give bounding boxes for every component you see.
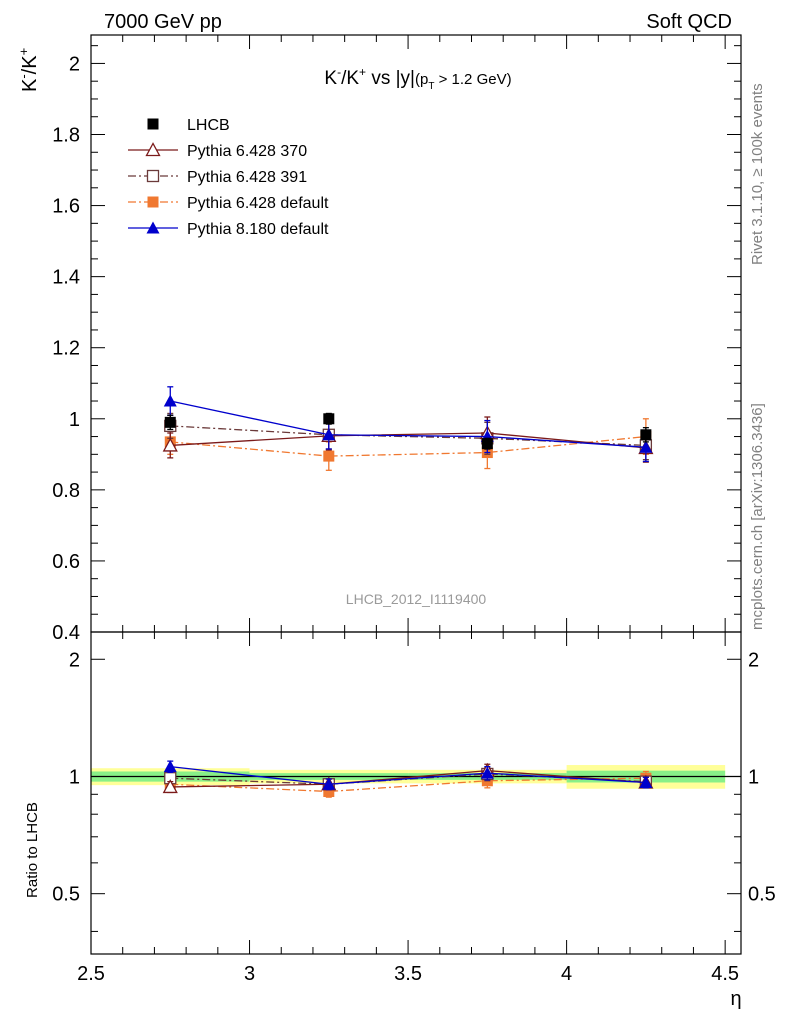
legend-label-p6def: Pythia 6.428 default [187, 195, 329, 212]
data-point-lhcb [164, 416, 176, 428]
y-tick-label: 2 [69, 53, 80, 75]
data-point-p8def [639, 440, 653, 453]
ratio-series-p8def [163, 760, 653, 791]
data-point-lhcb [481, 438, 493, 450]
x-tick-label: 4.5 [711, 963, 739, 985]
ratio-y-axis-label: Ratio to LHCB [24, 802, 41, 898]
y-tick-label: 1.6 [52, 196, 80, 218]
header-right-label: Soft QCD [646, 11, 732, 33]
legend-marker-p391 [146, 169, 160, 183]
ratio-panel: 2.5 3 3.5 4 4.5 0.5 0.5 1 1 2 2 Ratio to LHCB η [24, 631, 776, 1010]
legend-label-p370: Pythia 6.428 370 [187, 143, 307, 160]
header-left-label: 7000 GeV pp [104, 11, 222, 33]
ratio-point-p8def [322, 777, 336, 790]
legend-marker-p370 [145, 142, 161, 157]
legend-item-p391: Pythia 6.428 391 [128, 169, 307, 186]
x-tick-label: 2.5 [77, 963, 105, 985]
ratio-point-p6def [323, 785, 335, 797]
main-axis-ticks: 0.4 0.6 0.8 1 1.2 1.4 1.6 1.8 2 [52, 35, 741, 644]
legend: LHCB Pythia 6.428 370 Pythia 6.428 391 Pyth… [128, 117, 329, 238]
y-tick-label: 1.8 [52, 125, 80, 147]
y-tick-label: 1.2 [52, 338, 80, 360]
ratio-line-p6def [170, 777, 646, 793]
ratio-y-tick-label-right: 2 [748, 649, 759, 671]
data-point-p8def [322, 428, 336, 441]
legend-label-p391: Pythia 6.428 391 [187, 169, 307, 186]
y-tick-label: 0.6 [52, 551, 80, 573]
legend-item-p8def: Pythia 8.180 default [128, 221, 329, 238]
ratio-y-tick-label: 2 [69, 649, 80, 671]
chart-title: K-/K+ vs |y|(pT > 1.2 GeV) [324, 65, 511, 92]
data-point-p370 [162, 437, 178, 452]
x-tick-label: 3.5 [394, 963, 422, 985]
ratio-line-p8def [170, 765, 646, 785]
series-lhcb [164, 412, 652, 450]
x-axis-label: η [730, 988, 741, 1010]
legend-marker-lhcb [147, 118, 159, 130]
main-panel: 0.4 0.6 0.8 1 1.2 1.4 1.6 1.8 2 K-/K+ vs |y|(pT … [16, 34, 742, 644]
data-point-lhcb [323, 413, 335, 425]
series-p8def [163, 386, 653, 463]
x-tick-label: 4 [561, 963, 572, 985]
y-tick-label: 1 [69, 409, 80, 431]
legend-item-p6def: Pythia 6.428 default [128, 195, 329, 212]
ratio-y-tick-label-right: 1 [748, 766, 759, 788]
ratio-axis-ticks: 2.5 3 3.5 4 4.5 0.5 0.5 1 1 2 2 [52, 632, 776, 985]
side-label-rivet: Rivet 3.1.10, ≥ 100k events [749, 83, 766, 265]
data-point-p8def [163, 394, 177, 407]
series-line-p370 [170, 432, 646, 449]
legend-label-lhcb: LHCB [187, 117, 230, 134]
series-line-p6def [170, 435, 646, 457]
y-tick-label: 0.8 [52, 480, 80, 502]
ratio-series-layer [162, 760, 654, 798]
ratio-line-p370 [170, 770, 646, 788]
series-p6def [164, 418, 652, 471]
y-tick-label: 0.4 [52, 622, 80, 644]
ratio-point-p8def [163, 760, 177, 773]
ratio-point-p370 [162, 779, 178, 794]
series-p391 [164, 412, 653, 461]
side-label-mcplots: mcplots.cern.ch [arXiv:1306.3436] [749, 403, 766, 630]
ratio-y-tick-label: 1 [69, 766, 80, 788]
analysis-watermark: LHCB_2012_I1119400 [346, 591, 487, 607]
series-p370 [162, 416, 654, 463]
x-tick-label: 3 [244, 963, 255, 985]
y-tick-label: 1.4 [52, 267, 80, 289]
data-point-p6def [323, 450, 335, 462]
ratio-point-p8def [639, 776, 653, 789]
ratio-point-p8def [480, 766, 494, 779]
ratio-panel-frame [90, 631, 742, 955]
main-series-layer [162, 386, 654, 471]
y-axis-label: K-/K+ [16, 48, 41, 92]
legend-label-p8def: Pythia 8.180 default [187, 221, 329, 238]
legend-marker-p6def [147, 196, 159, 208]
legend-item-p370: Pythia 6.428 370 [128, 142, 307, 160]
legend-item-lhcb: LHCB [147, 117, 230, 134]
series-line-p8def [170, 400, 646, 448]
data-point-lhcb [640, 429, 652, 441]
ratio-y-tick-label: 0.5 [52, 884, 80, 906]
legend-marker-p8def [146, 221, 160, 234]
ratio-y-tick-label-right: 0.5 [748, 884, 776, 906]
